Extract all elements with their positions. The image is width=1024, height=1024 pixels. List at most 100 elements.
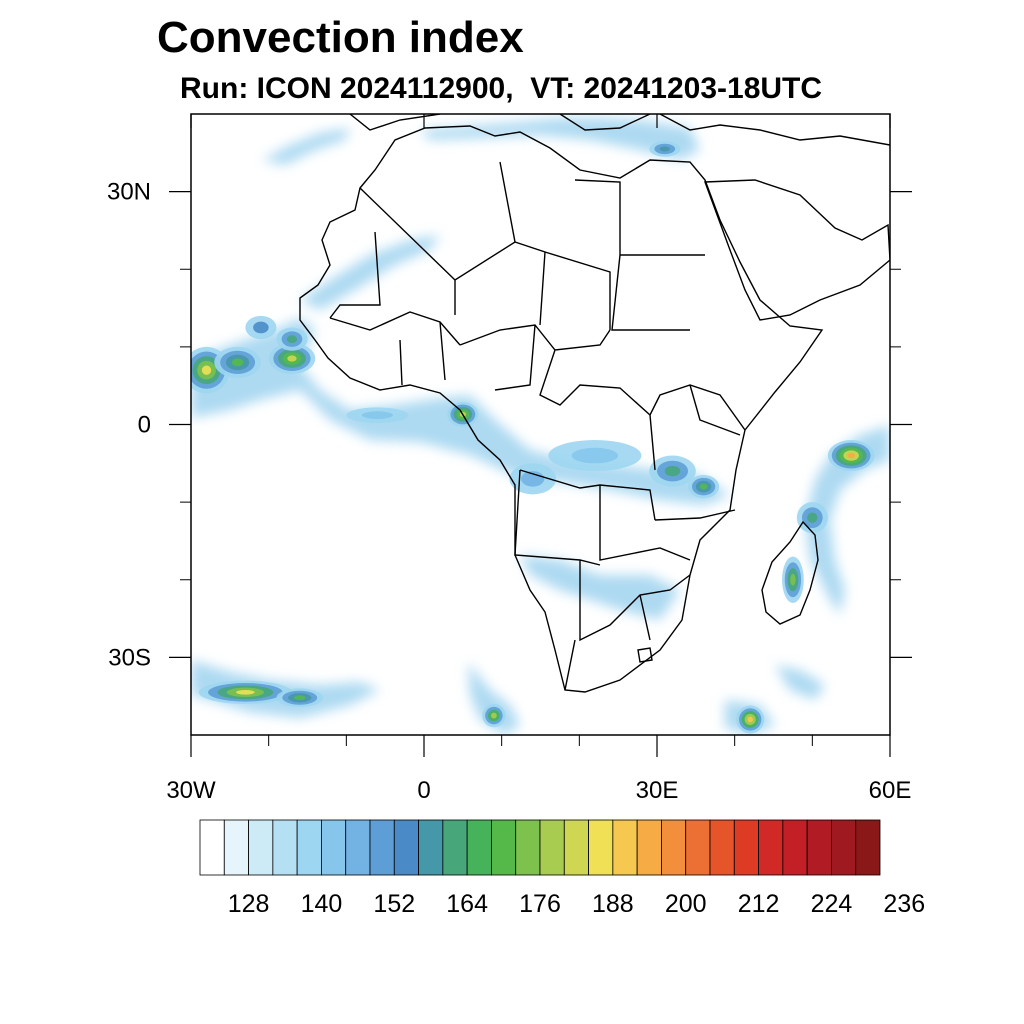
colorbar-swatch	[491, 819, 517, 876]
colorbar-swatch	[855, 819, 881, 876]
convection-cell	[796, 502, 828, 534]
colorbar-label: 176	[519, 890, 561, 918]
colorbar-label: 224	[811, 890, 853, 918]
map-background	[191, 114, 890, 735]
colorbar-swatch	[369, 819, 395, 876]
colorbar-swatch	[661, 819, 687, 876]
convection-cell	[736, 705, 765, 734]
convection-cell-ring	[361, 411, 393, 420]
colorbar-swatch	[782, 819, 808, 876]
colorbar-swatch	[466, 819, 492, 876]
colorbar-swatch	[685, 819, 711, 876]
vt-label: VT:	[530, 72, 576, 105]
colorbar-swatch	[345, 819, 371, 876]
model-name: ICON	[256, 72, 332, 105]
convection-cell	[482, 703, 506, 728]
map-axes: 30W 0 30E 60E 30N 0 30S	[107, 114, 912, 804]
lat-tick-label: 0	[138, 412, 151, 439]
convection-cell	[198, 680, 292, 704]
colorbar-swatch	[321, 819, 347, 876]
field-indian-ocean	[805, 425, 890, 615]
convection-cell	[548, 440, 642, 472]
lon-tick-label: 30E	[636, 777, 679, 804]
convection-cell	[276, 327, 308, 351]
coastlines-borders	[299, 114, 890, 693]
convection-cell	[214, 346, 261, 378]
colorbar-label: 128	[228, 890, 270, 918]
convection-cell	[649, 141, 681, 157]
colorbar-swatch	[636, 819, 662, 876]
convection-cell-ring	[571, 447, 619, 464]
colorbar-swatch	[272, 819, 298, 876]
valid-time: 20241203-18UTC	[583, 72, 823, 105]
convection-cell-ring	[807, 512, 818, 523]
lon-tick-label: 30W	[166, 777, 216, 804]
convection-cell-ring	[490, 712, 497, 719]
lat-tick-label: 30N	[107, 179, 151, 206]
colorbar-swatch	[758, 819, 784, 876]
convection-cell-ring	[790, 573, 796, 586]
colorbar-label: 188	[592, 890, 634, 918]
colorbar-label: 152	[373, 890, 415, 918]
plot-subtitle: Run: ICON 2024112900, VT: 20241203-18UTC	[180, 72, 822, 105]
colorbar-swatch	[223, 819, 249, 876]
field-mediterranean	[420, 118, 700, 160]
field-north-atlantic	[262, 128, 350, 165]
colorbar-label: 200	[665, 890, 707, 918]
colorbar: 128 140 152 164 176 188 200 212 224 236	[199, 819, 925, 918]
colorbar-label: 236	[883, 890, 925, 918]
colorbar-swatch	[539, 819, 565, 876]
convection-cell	[782, 556, 804, 604]
arabian-peninsula	[704, 179, 890, 321]
convection-cell-ring	[699, 483, 708, 490]
lon-tick-label: 60E	[869, 777, 912, 804]
colorbar-swatch	[199, 819, 225, 876]
colorbar-swatch	[588, 819, 614, 876]
colorbar-swatch	[806, 819, 832, 876]
borders-north	[329, 161, 705, 331]
run-time: 2024112900,	[340, 72, 514, 105]
convection-cell-ring	[231, 358, 244, 367]
convection-cell-ring	[664, 465, 681, 477]
convection-cell-ring	[236, 689, 255, 695]
field-band-sahara	[300, 235, 440, 310]
europe-coast	[349, 114, 890, 146]
lon-tick-label: 0	[417, 777, 430, 804]
colorbar-label: 140	[301, 890, 343, 918]
borders-south	[514, 469, 736, 691]
convection-cell	[688, 474, 720, 499]
colorbar-swatch	[709, 819, 735, 876]
colorbar-swatch	[733, 819, 759, 876]
field-south-atlantic-east	[468, 662, 520, 735]
colorbar-swatch	[563, 819, 589, 876]
convection-cell	[268, 342, 316, 375]
convection-cell-ring	[747, 716, 753, 723]
colorbar-swatch	[515, 819, 541, 876]
convection-cell	[649, 455, 696, 487]
convection-cell-ring	[293, 695, 306, 701]
colorbar-swatch	[296, 819, 322, 876]
colorbar-label: 164	[446, 890, 488, 918]
colorbar-swatch	[393, 819, 419, 876]
borders-central	[329, 311, 746, 471]
convection-cell	[346, 407, 409, 423]
colorbar-swatch	[612, 819, 638, 876]
convection-cell	[827, 440, 875, 472]
convection-cell-ring	[286, 335, 298, 343]
run-label: Run:	[180, 72, 249, 105]
colorbar-swatch	[442, 819, 468, 876]
convection-cell	[276, 688, 324, 708]
plot-title: Convection index	[157, 13, 524, 62]
convection-cell	[245, 315, 277, 340]
convection-cell-ring	[287, 355, 297, 362]
colorbar-swatch	[831, 819, 857, 876]
field-south-indian	[775, 665, 825, 700]
convection-cell-ring	[847, 452, 856, 459]
field-southern-africa	[520, 555, 680, 620]
lat-tick-label: 30S	[108, 644, 151, 671]
colorbar-swatch	[248, 819, 274, 876]
convection-cell-ring	[201, 365, 212, 375]
colorbar-label: 212	[738, 890, 780, 918]
colorbar-swatch	[418, 819, 444, 876]
